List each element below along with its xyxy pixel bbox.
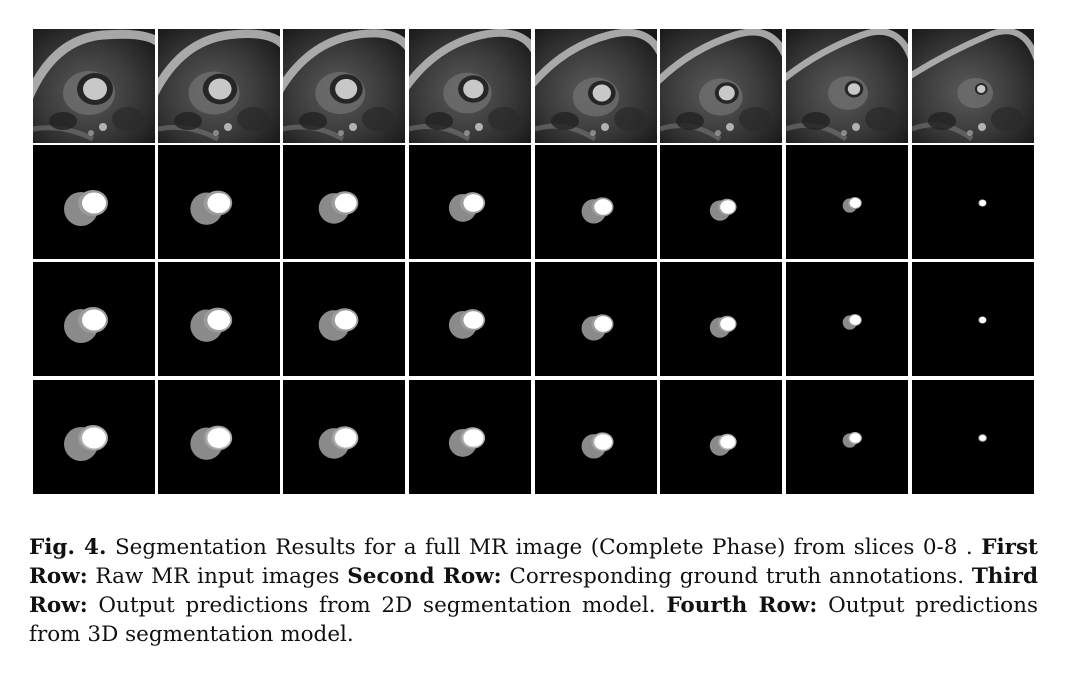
pred-3d-slice-3 bbox=[409, 380, 531, 494]
pred-2d-image bbox=[660, 262, 782, 376]
raw-mr-image bbox=[535, 29, 657, 143]
pred-2d-image bbox=[158, 262, 280, 376]
pred-2d-slice-6 bbox=[786, 262, 908, 376]
raw-mr-image bbox=[283, 29, 405, 143]
pred-3d-image bbox=[283, 380, 405, 494]
pred-3d-image bbox=[33, 380, 155, 494]
caption-text-4: Output predictions from 2D segmentation … bbox=[87, 593, 667, 618]
pred-3d-slice-4 bbox=[535, 380, 657, 494]
ground-truth-slice-5 bbox=[660, 145, 782, 259]
raw-mr-image bbox=[660, 29, 782, 143]
ground-truth-slice-7 bbox=[912, 145, 1034, 259]
pred-3d-image bbox=[535, 380, 657, 494]
ground-truth-slice-4 bbox=[535, 145, 657, 259]
pred-3d-image bbox=[660, 380, 782, 494]
ground-truth-image bbox=[409, 145, 531, 259]
ground-truth-image bbox=[786, 145, 908, 259]
caption-third-row-label: Third Row: bbox=[29, 564, 1038, 618]
raw-mr-slice-7 bbox=[912, 29, 1034, 143]
ground-truth-slice-0 bbox=[33, 145, 155, 259]
ground-truth-slice-1 bbox=[158, 145, 280, 259]
pred-3d-slice-6 bbox=[786, 380, 908, 494]
caption-fourth-row-label: Fourth Row: bbox=[666, 593, 818, 618]
pred-2d-slice-3 bbox=[409, 262, 531, 376]
raw-mr-slice-0 bbox=[33, 29, 155, 143]
pred-3d-slice-0 bbox=[33, 380, 155, 494]
pred-3d-image bbox=[912, 380, 1034, 494]
ground-truth-image bbox=[660, 145, 782, 259]
pred-2d-slice-5 bbox=[660, 262, 782, 376]
ground-truth-slice-3 bbox=[409, 145, 531, 259]
pred-3d-slice-2 bbox=[283, 380, 405, 494]
ground-truth-image bbox=[283, 145, 405, 259]
pred-3d-image bbox=[786, 380, 908, 494]
figure-caption: Fig. 4. Segmentation Results for a full … bbox=[29, 533, 1038, 649]
pred-2d-slice-1 bbox=[158, 262, 280, 376]
raw-mr-image bbox=[912, 29, 1034, 143]
caption-first-row-label: First Row: bbox=[29, 535, 1038, 589]
pred-3d-image bbox=[409, 380, 531, 494]
ground-truth-slice-2 bbox=[283, 145, 405, 259]
raw-mr-slice-5 bbox=[660, 29, 782, 143]
raw-mr-slice-6 bbox=[786, 29, 908, 143]
ground-truth-slice-6 bbox=[786, 145, 908, 259]
ground-truth-image bbox=[535, 145, 657, 259]
raw-mr-slice-1 bbox=[158, 29, 280, 143]
pred-3d-slice-1 bbox=[158, 380, 280, 494]
ground-truth-image bbox=[158, 145, 280, 259]
ground-truth-image bbox=[912, 145, 1034, 259]
raw-mr-slice-3 bbox=[409, 29, 531, 143]
pred-2d-slice-4 bbox=[535, 262, 657, 376]
pred-3d-image bbox=[158, 380, 280, 494]
pred-3d-slice-7 bbox=[912, 380, 1034, 494]
caption-second-row-label: Second Row: bbox=[347, 564, 502, 589]
pred-2d-image bbox=[33, 262, 155, 376]
pred-2d-slice-7 bbox=[912, 262, 1034, 376]
raw-mr-slice-2 bbox=[283, 29, 405, 143]
pred-3d-slice-5 bbox=[660, 380, 782, 494]
raw-mr-image bbox=[409, 29, 531, 143]
caption-text-1: Segmentation Results for a full MR image… bbox=[106, 535, 982, 560]
raw-mr-slice-4 bbox=[535, 29, 657, 143]
pred-2d-slice-2 bbox=[283, 262, 405, 376]
pred-2d-image bbox=[409, 262, 531, 376]
caption-text-3: Corresponding ground truth annotations. bbox=[501, 564, 972, 589]
caption-text-2: Raw MR input images bbox=[87, 564, 348, 589]
raw-mr-image bbox=[33, 29, 155, 143]
caption-text-5: Output predictions from 3D segmentation … bbox=[29, 593, 1038, 647]
pred-2d-slice-0 bbox=[33, 262, 155, 376]
ground-truth-image bbox=[33, 145, 155, 259]
pred-2d-image bbox=[535, 262, 657, 376]
pred-2d-image bbox=[912, 262, 1034, 376]
raw-mr-image bbox=[786, 29, 908, 143]
caption-label: Fig. 4. bbox=[29, 535, 107, 560]
pred-2d-image bbox=[786, 262, 908, 376]
pred-2d-image bbox=[283, 262, 405, 376]
raw-mr-image bbox=[158, 29, 280, 143]
